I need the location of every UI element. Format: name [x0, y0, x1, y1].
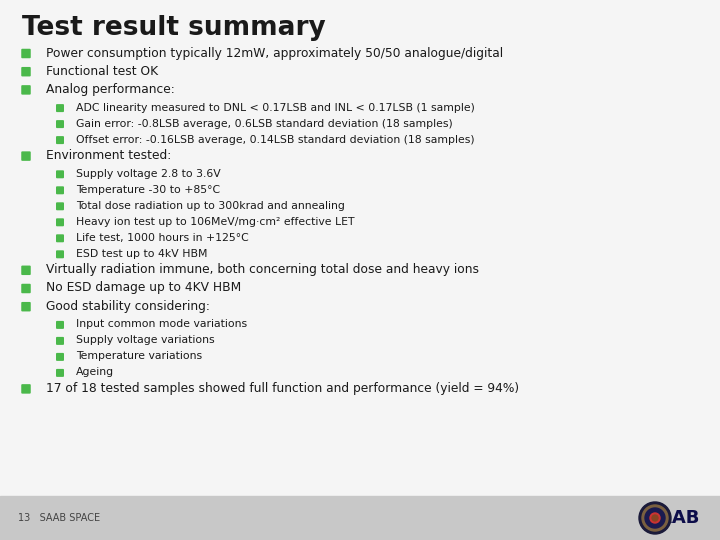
FancyBboxPatch shape	[56, 369, 64, 377]
Circle shape	[642, 505, 668, 531]
Circle shape	[652, 515, 658, 521]
Text: Good stability considering:: Good stability considering:	[46, 300, 210, 313]
FancyBboxPatch shape	[56, 251, 64, 258]
FancyBboxPatch shape	[22, 284, 31, 293]
FancyBboxPatch shape	[22, 67, 31, 77]
FancyBboxPatch shape	[56, 136, 64, 144]
FancyBboxPatch shape	[56, 120, 64, 128]
Text: Ageing: Ageing	[76, 367, 114, 377]
FancyBboxPatch shape	[22, 266, 31, 275]
Text: Functional test OK: Functional test OK	[46, 65, 158, 78]
Text: Supply voltage variations: Supply voltage variations	[76, 335, 215, 346]
Text: Environment tested:: Environment tested:	[46, 149, 171, 162]
Text: Gain error: -0.8LSB average, 0.6LSB standard deviation (18 samples): Gain error: -0.8LSB average, 0.6LSB stan…	[76, 119, 453, 129]
Circle shape	[639, 502, 671, 534]
Text: Power consumption typically 12mW, approximately 50/50 analogue/digital: Power consumption typically 12mW, approx…	[46, 46, 503, 59]
FancyBboxPatch shape	[22, 302, 31, 312]
FancyBboxPatch shape	[56, 234, 64, 242]
FancyBboxPatch shape	[22, 384, 31, 394]
Text: Heavy ion test up to 106MeV/mg·cm² effective LET: Heavy ion test up to 106MeV/mg·cm² effec…	[76, 217, 354, 227]
Circle shape	[650, 513, 660, 523]
Text: Temperature variations: Temperature variations	[76, 352, 202, 361]
FancyBboxPatch shape	[56, 337, 64, 345]
FancyBboxPatch shape	[22, 49, 31, 58]
FancyBboxPatch shape	[56, 321, 64, 329]
Text: Total dose radiation up to 300krad and annealing: Total dose radiation up to 300krad and a…	[76, 201, 345, 211]
Circle shape	[645, 508, 665, 528]
FancyBboxPatch shape	[56, 104, 64, 112]
Text: ESD test up to 4kV HBM: ESD test up to 4kV HBM	[76, 249, 207, 259]
FancyBboxPatch shape	[56, 170, 64, 178]
Text: Analog performance:: Analog performance:	[46, 83, 175, 96]
FancyBboxPatch shape	[56, 353, 64, 361]
Text: Supply voltage 2.8 to 3.6V: Supply voltage 2.8 to 3.6V	[76, 169, 221, 179]
Text: 13   SAAB SPACE: 13 SAAB SPACE	[18, 513, 100, 523]
Text: Offset error: -0.16LSB average, 0.14LSB standard deviation (18 samples): Offset error: -0.16LSB average, 0.14LSB …	[76, 134, 474, 145]
Text: Temperature -30 to +85°C: Temperature -30 to +85°C	[76, 185, 220, 195]
FancyBboxPatch shape	[22, 85, 31, 94]
Text: Input common mode variations: Input common mode variations	[76, 319, 247, 329]
Text: No ESD damage up to 4KV HBM: No ESD damage up to 4KV HBM	[46, 281, 241, 294]
FancyBboxPatch shape	[22, 151, 31, 161]
Text: ADC linearity measured to DNL < 0.17LSB and INL < 0.17LSB (1 sample): ADC linearity measured to DNL < 0.17LSB …	[76, 103, 475, 113]
FancyBboxPatch shape	[56, 218, 64, 226]
FancyBboxPatch shape	[56, 202, 64, 210]
Text: 17 of 18 tested samples showed full function and performance (yield = 94%): 17 of 18 tested samples showed full func…	[46, 382, 519, 395]
FancyBboxPatch shape	[56, 186, 64, 194]
Text: Virtually radiation immune, both concerning total dose and heavy ions: Virtually radiation immune, both concern…	[46, 264, 479, 276]
Text: Test result summary: Test result summary	[22, 15, 325, 41]
Bar	[0, 496, 720, 540]
Text: SAAB: SAAB	[646, 509, 700, 527]
Text: Life test, 1000 hours in +125°C: Life test, 1000 hours in +125°C	[76, 233, 248, 243]
